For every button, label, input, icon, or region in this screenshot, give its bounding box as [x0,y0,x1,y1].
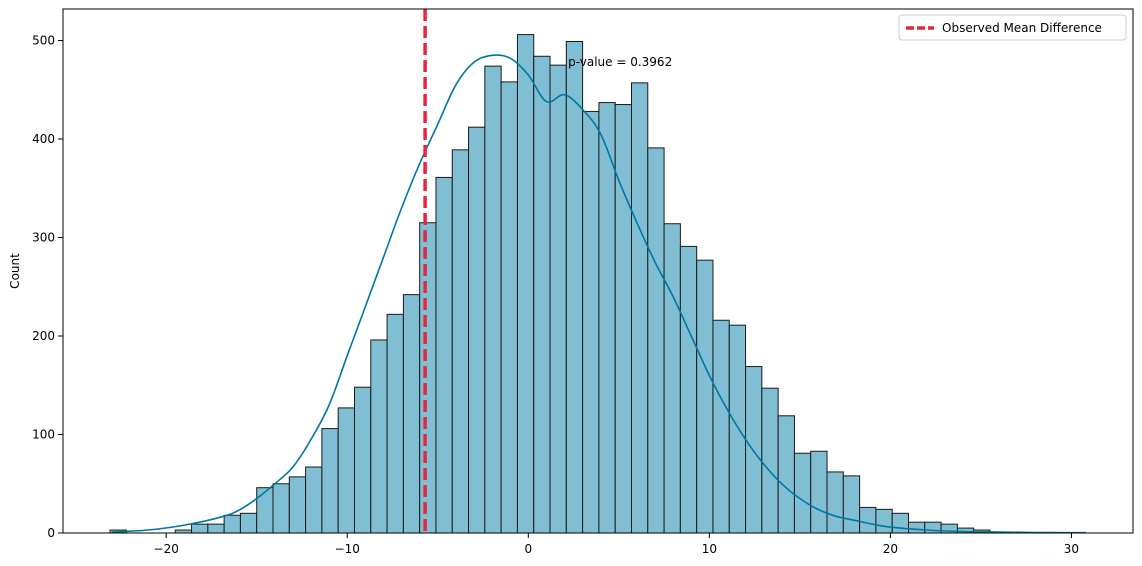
histogram-bar [663,223,681,534]
histogram-bar [565,41,584,534]
histogram-bar [679,245,698,534]
histogram-bar [826,471,844,534]
legend-box [898,14,1127,41]
x-tick-label: −20 [154,542,179,556]
histogram-bar [484,65,502,534]
histogram-bar [239,512,258,534]
histogram-bar [614,104,632,534]
y-tick-label: 400 [32,132,55,146]
histogram-bar [402,294,421,534]
histogram-bar [288,476,307,534]
histogram-bar [419,222,437,534]
p-value-annotation: p-value = 0.3962 [568,55,672,69]
histogram-bar [761,387,779,534]
legend-label: Observed Mean Difference [942,21,1102,35]
histogram-bar [907,521,926,534]
histogram-bar [728,324,747,534]
histogram-bar [696,259,714,534]
histogram-bar [272,483,290,534]
histogram-bar [598,102,616,534]
histogram-bar [500,81,518,534]
histogram-bar [549,64,567,534]
histogram-bar [468,126,486,534]
x-tick-label: 10 [702,542,717,556]
histogram-bar [793,452,812,534]
x-tick-label: 30 [1064,542,1079,556]
x-tick-label: −10 [335,542,360,556]
histogram-bar [207,523,225,534]
histogram-bar [451,149,470,534]
histogram-bar [647,147,665,534]
y-axis-label: Count [8,253,22,289]
histogram-bar [582,110,600,534]
histogram-bar [370,339,388,534]
y-tick-label: 100 [32,428,55,442]
plot-frame [62,8,1134,534]
histogram-bar [191,523,209,534]
histogram-bar [386,313,404,534]
x-tick-label: 20 [883,542,898,556]
histogram-bar [891,512,909,534]
kde-line [111,54,1086,534]
histogram-bar [630,82,649,534]
y-tick-label: 0 [47,526,55,540]
y-tick-label: 500 [32,34,55,48]
histogram-bar [859,506,877,534]
histogram-bar [305,466,323,534]
histogram-bar [337,407,355,534]
y-tick-label: 300 [32,231,55,245]
histogram-bar [435,176,453,534]
y-tick-label: 200 [32,329,55,343]
legend: Observed Mean Difference [898,14,1127,41]
histogram-bar [875,508,893,534]
histogram-bar [842,475,861,534]
histogram-bar [321,428,339,534]
histogram-bar [810,450,828,534]
histogram-bar [533,55,551,534]
histogram-bar [777,415,795,534]
histogram-bar [712,319,730,534]
histogram-bar [223,514,241,534]
x-tick-label: 0 [524,542,532,556]
histogram-bar [516,34,535,534]
histogram-bar [353,386,372,534]
histogram-bar [256,487,274,534]
